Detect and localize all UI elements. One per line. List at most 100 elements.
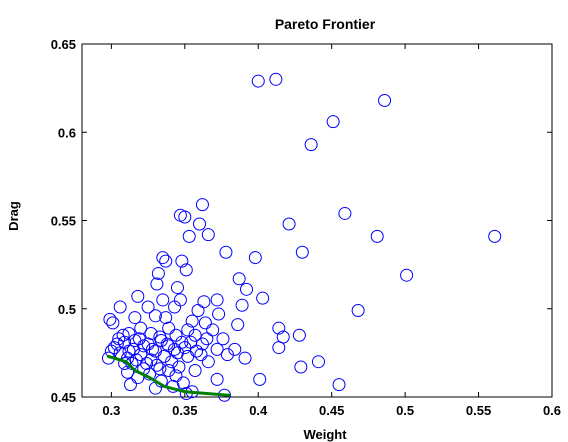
scatter-point bbox=[210, 293, 224, 307]
scatter-point bbox=[179, 263, 193, 277]
scatter-point bbox=[188, 364, 202, 378]
scatter-point bbox=[181, 349, 195, 363]
scatter-point bbox=[182, 229, 196, 243]
scatter-point bbox=[162, 364, 176, 378]
scatter-point bbox=[144, 326, 158, 340]
pareto-frontier-line bbox=[106, 354, 231, 397]
x-tick-label: 0.3 bbox=[102, 403, 120, 418]
scatter-point bbox=[269, 72, 283, 86]
scatter-point bbox=[231, 318, 245, 332]
frontier-layer bbox=[106, 354, 231, 397]
x-axis-ticks: 0.3 0.35 0.4 0.45 0.5 0.55 0.6 bbox=[102, 44, 561, 418]
scatter-point bbox=[128, 311, 142, 325]
scatter-points bbox=[101, 72, 502, 402]
scatter-point bbox=[175, 254, 189, 268]
scatter-point bbox=[294, 360, 308, 374]
scatter-point bbox=[212, 307, 226, 321]
scatter-point bbox=[295, 245, 309, 259]
scatter-point bbox=[150, 358, 164, 372]
scatter-point bbox=[197, 295, 211, 309]
scatter-point bbox=[160, 337, 174, 351]
scatter-point bbox=[146, 342, 159, 356]
scatter-point bbox=[181, 323, 195, 337]
scatter-point bbox=[195, 198, 209, 212]
scatter-point bbox=[113, 300, 127, 314]
scatter-point bbox=[157, 349, 171, 363]
scatter-point bbox=[311, 355, 325, 369]
scatter-point bbox=[378, 93, 392, 107]
scatter-point bbox=[228, 342, 242, 356]
scatter-point bbox=[206, 323, 220, 337]
scatter-point bbox=[219, 245, 233, 259]
scatter-point bbox=[188, 328, 202, 342]
scatter-point bbox=[193, 217, 206, 231]
scatter-point bbox=[338, 206, 352, 220]
y-tick-label: 0.55 bbox=[51, 214, 76, 229]
scatter-point bbox=[178, 210, 192, 224]
x-tick-label: 0.55 bbox=[466, 403, 491, 418]
scatter-point bbox=[118, 356, 132, 370]
scatter-point bbox=[106, 316, 120, 330]
scatter-point bbox=[153, 362, 167, 376]
scatter-point bbox=[137, 339, 151, 353]
x-tick-label: 0.6 bbox=[543, 403, 561, 418]
scatter-point bbox=[168, 300, 182, 314]
scatter-point bbox=[351, 304, 365, 318]
scatter-point bbox=[235, 298, 249, 312]
scatter-point bbox=[332, 378, 346, 392]
scatter-point bbox=[232, 272, 246, 286]
scatter-point bbox=[141, 300, 155, 314]
scatter-point bbox=[134, 321, 148, 335]
scatter-point bbox=[253, 372, 267, 386]
scatter-point bbox=[131, 289, 145, 303]
scatter-point bbox=[159, 254, 173, 268]
scatter-point bbox=[156, 293, 170, 307]
x-axis-label: Weight bbox=[303, 427, 347, 442]
scatter-point bbox=[400, 268, 414, 282]
scatter-point bbox=[122, 344, 136, 358]
scatter-point bbox=[251, 74, 265, 88]
scatter-point bbox=[191, 304, 205, 318]
scatter-point bbox=[201, 355, 215, 369]
scatter-point bbox=[326, 115, 340, 129]
plot-area: 0.3 0.35 0.4 0.45 0.5 0.55 0.6 0.450.50.550.60… bbox=[51, 37, 561, 418]
scatter-point bbox=[165, 355, 179, 369]
y-tick-label: 0.5 bbox=[58, 302, 76, 317]
scatter-point bbox=[370, 229, 384, 243]
y-tick-label: 0.65 bbox=[51, 37, 76, 52]
y-axis-label: Drag bbox=[6, 201, 21, 231]
scatter-point bbox=[272, 321, 286, 335]
scatter-point bbox=[116, 328, 130, 342]
scatter-point bbox=[210, 342, 224, 356]
scatter-point bbox=[159, 311, 173, 325]
x-tick-label: 0.4 bbox=[249, 403, 268, 418]
scatter-point bbox=[148, 309, 162, 323]
scatter-point bbox=[123, 378, 137, 392]
scatter-point bbox=[194, 348, 208, 362]
scatter-point bbox=[151, 266, 165, 280]
y-tick-label: 0.6 bbox=[58, 125, 76, 140]
scatter-point bbox=[256, 291, 270, 305]
scatter-point bbox=[216, 332, 230, 346]
chart-title: Pareto Frontier bbox=[275, 16, 376, 32]
y-tick-label: 0.45 bbox=[51, 390, 76, 405]
scatter-point bbox=[150, 277, 164, 291]
x-tick-label: 0.5 bbox=[396, 403, 414, 418]
scatter-point bbox=[488, 229, 502, 243]
scatter-point bbox=[238, 351, 252, 365]
scatter-point bbox=[153, 330, 167, 344]
scatter-point bbox=[292, 328, 306, 342]
scatter-point bbox=[168, 342, 182, 356]
scatter-point bbox=[240, 282, 253, 296]
scatter-point bbox=[304, 138, 318, 152]
scatter-point bbox=[272, 341, 286, 355]
x-tick-label: 0.35 bbox=[172, 403, 197, 418]
x-tick-label: 0.45 bbox=[319, 403, 344, 418]
scatter-point bbox=[210, 372, 224, 386]
scatter-point bbox=[162, 321, 176, 335]
scatter-point bbox=[103, 312, 117, 326]
scatter-point bbox=[185, 314, 199, 328]
scatter-point bbox=[201, 228, 215, 242]
scatter-point bbox=[140, 356, 154, 370]
scatter-point bbox=[169, 369, 183, 383]
